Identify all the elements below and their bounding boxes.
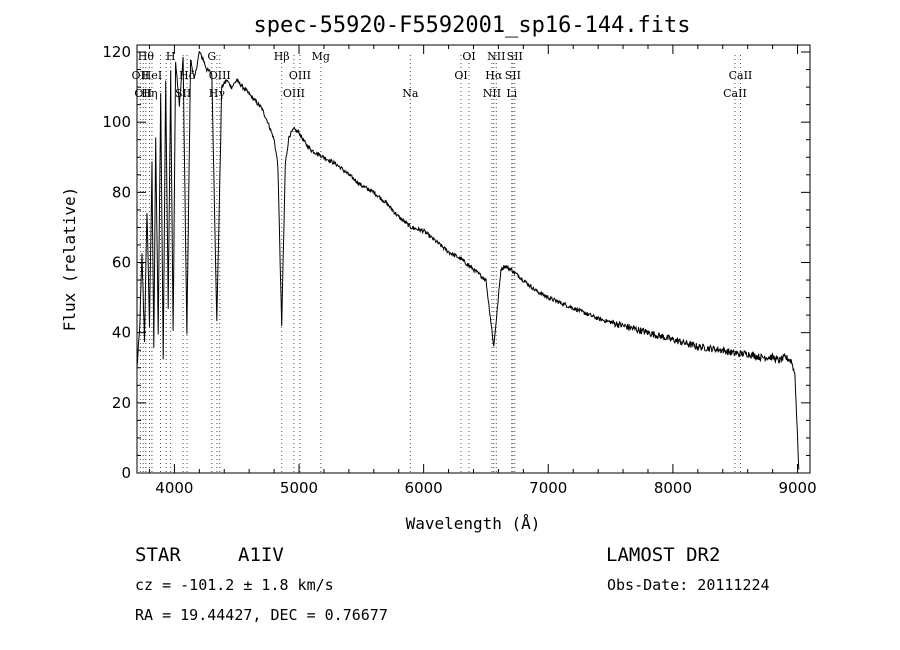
spectral-line-label: CaII — [723, 87, 747, 100]
spectral-line-label: Hα — [485, 69, 503, 82]
spectral-line-label: SII — [507, 50, 523, 63]
y-tick-label: 40 — [112, 324, 131, 342]
spectrum-series-line — [136, 51, 800, 470]
spectral-line-label: HeI — [142, 69, 162, 82]
spectral-line-label: OII — [134, 87, 152, 100]
x-tick-label: 5000 — [280, 479, 318, 497]
spectral-line-label: CaII — [729, 69, 753, 82]
obs-date: Obs-Date: 20111224 — [607, 576, 770, 594]
y-tick-label: 60 — [112, 254, 131, 272]
redshift-cz: cz = -101.2 ± 1.8 km/s — [135, 576, 334, 594]
x-tick-label: 9000 — [778, 479, 816, 497]
spectral-line-label: Mg — [312, 50, 330, 63]
plot-frame — [136, 44, 811, 474]
spectral-line-label: OIII — [283, 87, 305, 100]
spectral-line-label: Hη — [141, 87, 157, 100]
spectral-line-label: NII — [487, 50, 505, 63]
x-axis-label: Wavelength (Å) — [406, 514, 541, 533]
spectral-line-label: Hβ — [274, 50, 290, 63]
spectral-line-label: Li — [506, 87, 517, 100]
y-tick-label: 120 — [102, 43, 131, 61]
spectral-line-label: NII — [483, 87, 501, 100]
x-tick-label: 4000 — [155, 479, 193, 497]
y-tick-label: 20 — [112, 394, 131, 412]
spectral-line-label: OI — [462, 50, 475, 63]
y-axis-ticks: 0 20 40 60 80 100 120 — [102, 43, 810, 482]
object-class: STAR — [135, 544, 181, 566]
x-tick-label: 6000 — [405, 479, 443, 497]
spectral-line-label: G — [207, 50, 216, 63]
spectral-line-label: Na — [402, 87, 419, 100]
spectral-line-markers — [139, 55, 741, 473]
y-tick-label: 80 — [112, 183, 131, 201]
y-tick-label: 0 — [121, 464, 131, 482]
spectral-line-label: Hθ — [138, 50, 155, 63]
x-tick-label: 7000 — [529, 479, 567, 497]
spectral-line-label: OI — [454, 69, 467, 82]
ra-dec: RA = 19.44427, DEC = 0.76677 — [135, 606, 388, 624]
object-subclass: A1IV — [238, 544, 284, 566]
chart-title: spec-55920-F5592001_sp16-144.fits — [253, 13, 690, 38]
x-axis-ticks: 4000 5000 6000 7000 8000 9000 — [148, 45, 817, 497]
spectral-line-label: H — [166, 50, 176, 63]
spectral-line-label: Hγ — [209, 87, 226, 100]
y-axis-label: Flux (relative) — [60, 187, 79, 332]
survey-name: LAMOST DR2 — [606, 544, 720, 566]
spectral-line-labels: OIIOIIHθHηHeIHSIIHδGHγOIIIHβOIIIOIIIMgNa… — [132, 50, 753, 100]
spectral-line-label: SII — [505, 69, 521, 82]
spectral-line-label: OIII — [209, 69, 231, 82]
y-tick-label: 100 — [102, 113, 131, 131]
spectral-line-label: OII — [132, 69, 150, 82]
x-tick-label: 8000 — [654, 479, 692, 497]
spectral-line-label: OIII — [289, 69, 311, 82]
